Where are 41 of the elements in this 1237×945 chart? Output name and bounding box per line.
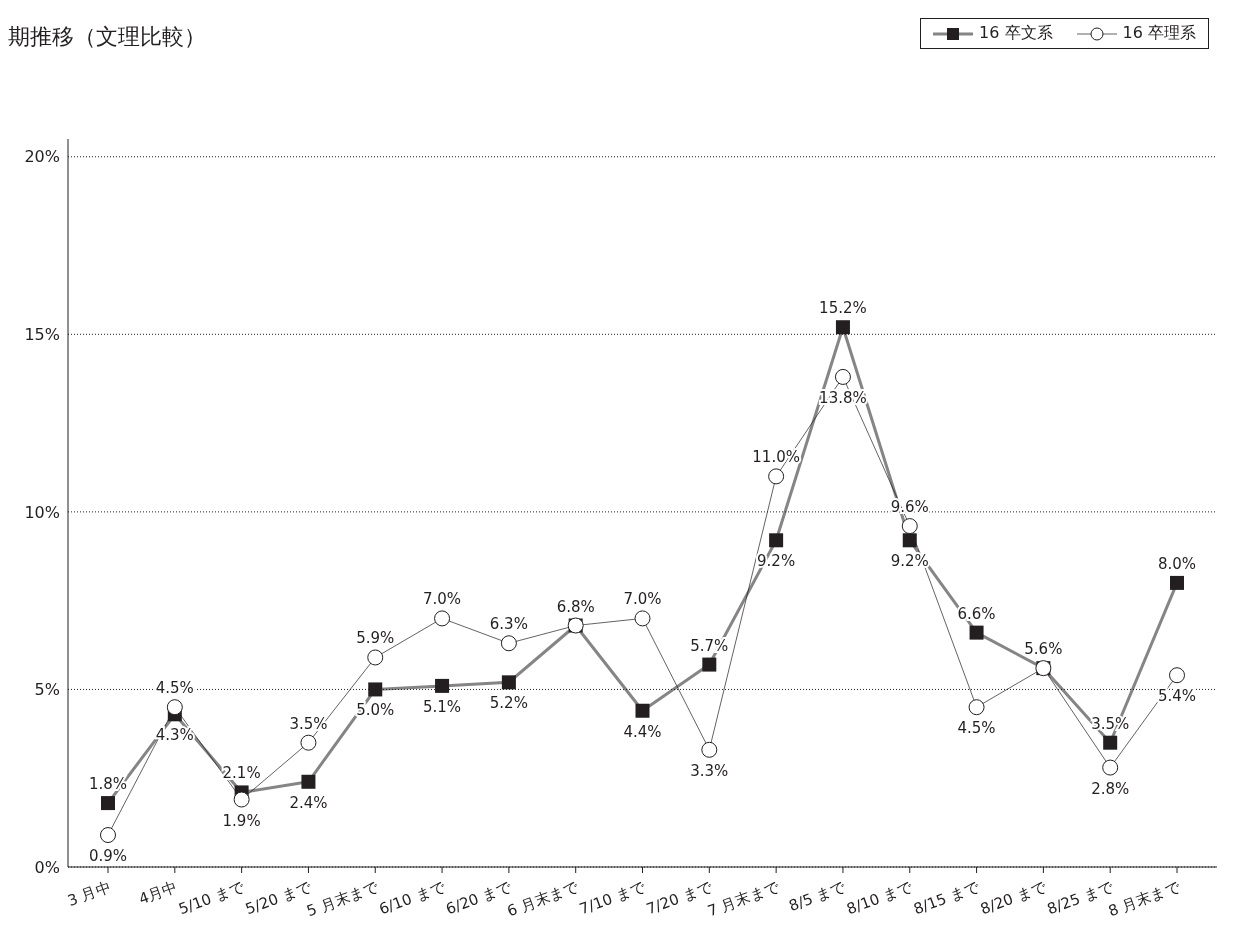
data-label: 5.0% [356, 701, 395, 720]
data-label: 9.2% [890, 552, 929, 571]
data-label: 6.8% [556, 597, 595, 616]
legend-label: 16 卒文系 [978, 23, 1053, 44]
y-tick-label: 5% [34, 680, 60, 700]
y-tick-label: 10% [24, 502, 60, 522]
data-label: 5.2% [489, 694, 528, 713]
data-label: 3.5% [289, 714, 328, 733]
data-label: 6.6% [957, 604, 996, 623]
data-label: 4.5% [957, 719, 996, 738]
y-tick-label: 0% [34, 857, 60, 877]
data-label: 2.8% [1091, 779, 1130, 798]
chart-title: 期推移（文理比較） [8, 23, 206, 51]
data-label: 3.5% [1091, 714, 1130, 733]
data-label: 0.9% [88, 847, 128, 866]
data-label: 11.0% [752, 448, 800, 467]
data-label: 1.8% [88, 775, 128, 794]
data-label: 2.4% [289, 793, 328, 812]
data-label: 6.3% [489, 615, 528, 634]
data-label: 5.1% [423, 697, 462, 716]
data-label: 7.0% [623, 590, 662, 609]
x-tick-label: 3 月中 [65, 877, 114, 910]
x-tick-label: 4月中 [136, 877, 180, 909]
data-label: 13.8% [819, 388, 867, 407]
data-label: 5.7% [690, 636, 729, 655]
y-tick-label: 20% [24, 147, 60, 167]
data-label: 5.6% [1024, 640, 1063, 659]
data-label: 2.1% [222, 764, 261, 783]
data-label: 9.2% [757, 552, 796, 571]
data-label: 1.9% [222, 811, 261, 830]
data-label: 5.4% [1157, 687, 1197, 706]
legend-label: 16 卒理系 [1121, 23, 1196, 44]
data-label: 9.6% [890, 498, 929, 517]
data-label: 4.4% [623, 722, 662, 741]
data-label: 4.5% [155, 679, 194, 698]
data-label: 7.0% [423, 590, 462, 609]
data-label: 3.3% [690, 761, 729, 780]
y-tick-label: 15% [24, 325, 60, 344]
data-label: 15.2% [819, 299, 867, 318]
data-label: 8.0% [1157, 554, 1197, 573]
data-label: 5.9% [356, 629, 395, 648]
